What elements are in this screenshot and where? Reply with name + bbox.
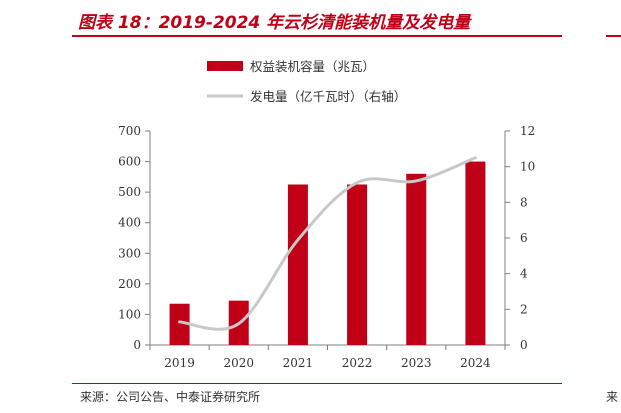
bar xyxy=(465,161,486,345)
y-left-tick-label: 500 xyxy=(118,185,141,199)
x-tick-label: 2019 xyxy=(164,356,195,370)
legend: 权益装机容量（兆瓦） 发电量（亿千瓦时）（右轴） xyxy=(207,59,406,104)
legend-line-label: 发电量（亿千瓦时）（右轴） xyxy=(250,89,406,104)
y-right-tick-label: 2 xyxy=(520,302,528,316)
y-left-tick-label: 300 xyxy=(118,246,141,260)
figure-title: 图表 18：2019-2024 年云杉清能装机量及发电量 xyxy=(78,13,471,33)
x-tick-label: 2021 xyxy=(283,356,314,370)
figure-source: 来源：公司公告、中泰证券研究所 xyxy=(80,390,261,404)
x-tick-label: 2024 xyxy=(460,356,491,370)
bar-series xyxy=(169,161,486,345)
legend-bar-label: 权益装机容量（兆瓦） xyxy=(250,59,375,74)
x-tick-label: 2022 xyxy=(342,356,373,370)
y-left-tick-label: 700 xyxy=(118,124,141,138)
y-right-tick-label: 10 xyxy=(520,160,535,174)
y-right-tick-label: 8 xyxy=(520,195,528,209)
bar xyxy=(406,173,427,345)
y-right-tick-label: 6 xyxy=(520,231,528,245)
adjacent-title-rule xyxy=(606,35,621,37)
title-rule xyxy=(72,35,562,37)
y-left-tick-label: 100 xyxy=(118,307,141,321)
y-left-tick-label: 600 xyxy=(118,155,141,169)
y-right-tick-label: 12 xyxy=(520,124,535,138)
axes: 0 100 200 300 400 500 600 700 0 2 4 6 8 10 12 2019 2020 2… xyxy=(118,124,535,370)
adjacent-figure-edge: 来 xyxy=(606,390,619,402)
bar xyxy=(347,184,368,345)
bar xyxy=(169,303,190,345)
y-right-tick-label: 0 xyxy=(520,338,528,352)
source-rule xyxy=(72,383,562,384)
x-tick-label: 2023 xyxy=(401,356,432,370)
y-right-tick-label: 4 xyxy=(520,267,528,281)
x-tick-label: 2020 xyxy=(223,356,254,370)
bar xyxy=(287,184,308,345)
series-line xyxy=(178,156,477,331)
y-left-tick-label: 0 xyxy=(133,338,141,352)
legend-bar-swatch xyxy=(207,61,243,71)
y-left-tick-label: 400 xyxy=(118,216,141,230)
line-series xyxy=(178,156,477,331)
y-left-tick-label: 200 xyxy=(118,277,141,291)
